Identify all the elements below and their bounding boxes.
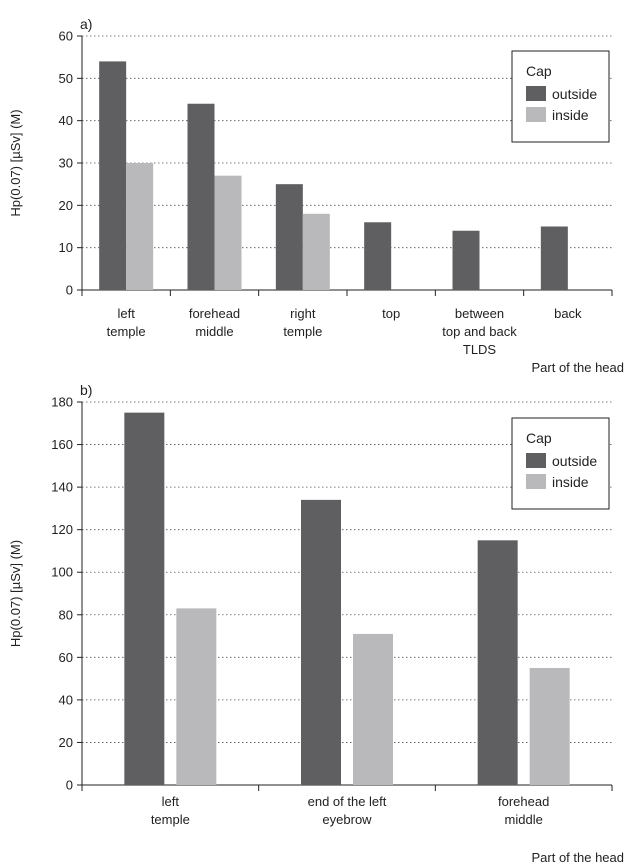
bar-inside-0 bbox=[126, 163, 154, 290]
y-tick-label: 60 bbox=[59, 650, 73, 665]
bar-outside-1 bbox=[301, 499, 341, 785]
legend-swatch-inside bbox=[526, 474, 546, 489]
bar-inside-1 bbox=[353, 633, 393, 785]
legend-label-outside: outside bbox=[552, 453, 597, 469]
x-axis-title: Part of the head bbox=[531, 850, 624, 865]
y-tick-label: 80 bbox=[59, 607, 73, 622]
x-category-label: left temple bbox=[151, 794, 190, 827]
legend-title: Cap bbox=[526, 430, 552, 446]
x-category-label: forehead middle bbox=[189, 306, 240, 339]
legend-swatch-inside bbox=[526, 107, 546, 122]
x-category-label: between top and back TLDS bbox=[442, 306, 517, 357]
legend-title: Cap bbox=[526, 63, 552, 79]
x-category-label: right temple bbox=[283, 306, 322, 339]
y-tick-label: 50 bbox=[59, 71, 73, 86]
y-tick-label: 20 bbox=[59, 735, 73, 750]
y-tick-label: 40 bbox=[59, 692, 73, 707]
bar-inside-2 bbox=[302, 213, 330, 290]
legend-swatch-outside bbox=[526, 453, 546, 468]
chart-panel-a: 0 10 20 30 40 50 60 left temple forehead middle rig… bbox=[8, 16, 624, 375]
y-tick-label: 140 bbox=[51, 480, 73, 495]
bar-inside-2 bbox=[529, 667, 570, 785]
y-tick-label: 120 bbox=[51, 522, 73, 537]
x-category-label: back bbox=[554, 306, 582, 321]
panel-label: a) bbox=[80, 16, 92, 32]
bar-outside-3 bbox=[364, 222, 392, 290]
y-tick-label: 0 bbox=[66, 778, 73, 793]
y-tick-label: 10 bbox=[59, 240, 73, 255]
x-category-label: top bbox=[382, 306, 400, 321]
bar-outside-5 bbox=[540, 226, 568, 290]
x-axis-title: Part of the head bbox=[531, 360, 624, 375]
bar-inside-0 bbox=[176, 608, 217, 785]
bar-outside-0 bbox=[99, 61, 127, 291]
panel-label: b) bbox=[80, 382, 92, 398]
chart-panel-b: 0 20 40 60 80 100 120 140 160 180 left temple end of… bbox=[8, 382, 624, 865]
y-tick-label: 160 bbox=[51, 437, 73, 452]
x-category-label: forehead middle bbox=[498, 794, 549, 827]
y-tick-label: 30 bbox=[59, 156, 73, 171]
bar-outside-1 bbox=[187, 103, 215, 290]
x-category-label: end of the left eyebrow bbox=[308, 794, 387, 827]
y-tick-label: 0 bbox=[66, 283, 73, 298]
legend-label-outside: outside bbox=[552, 86, 597, 102]
legend-label-inside: inside bbox=[552, 107, 589, 123]
y-axis-title: Hp(0.07) [µSv] (M) bbox=[8, 109, 23, 216]
bar-outside-2 bbox=[275, 184, 303, 290]
y-tick-label: 100 bbox=[51, 565, 73, 580]
y-tick-label: 60 bbox=[59, 29, 73, 44]
x-category-label: left temple bbox=[107, 306, 146, 339]
y-axis-title: Hp(0.07) [µSv] (M) bbox=[8, 540, 23, 647]
legend-swatch-outside bbox=[526, 86, 546, 101]
bar-outside-2 bbox=[477, 540, 518, 785]
bar-inside-1 bbox=[214, 175, 242, 290]
y-tick-label: 180 bbox=[51, 395, 73, 410]
legend-label-inside: inside bbox=[552, 474, 589, 490]
y-tick-label: 40 bbox=[59, 113, 73, 128]
bar-outside-0 bbox=[124, 412, 165, 785]
bar-outside-4 bbox=[452, 230, 480, 290]
y-tick-label: 20 bbox=[59, 198, 73, 213]
